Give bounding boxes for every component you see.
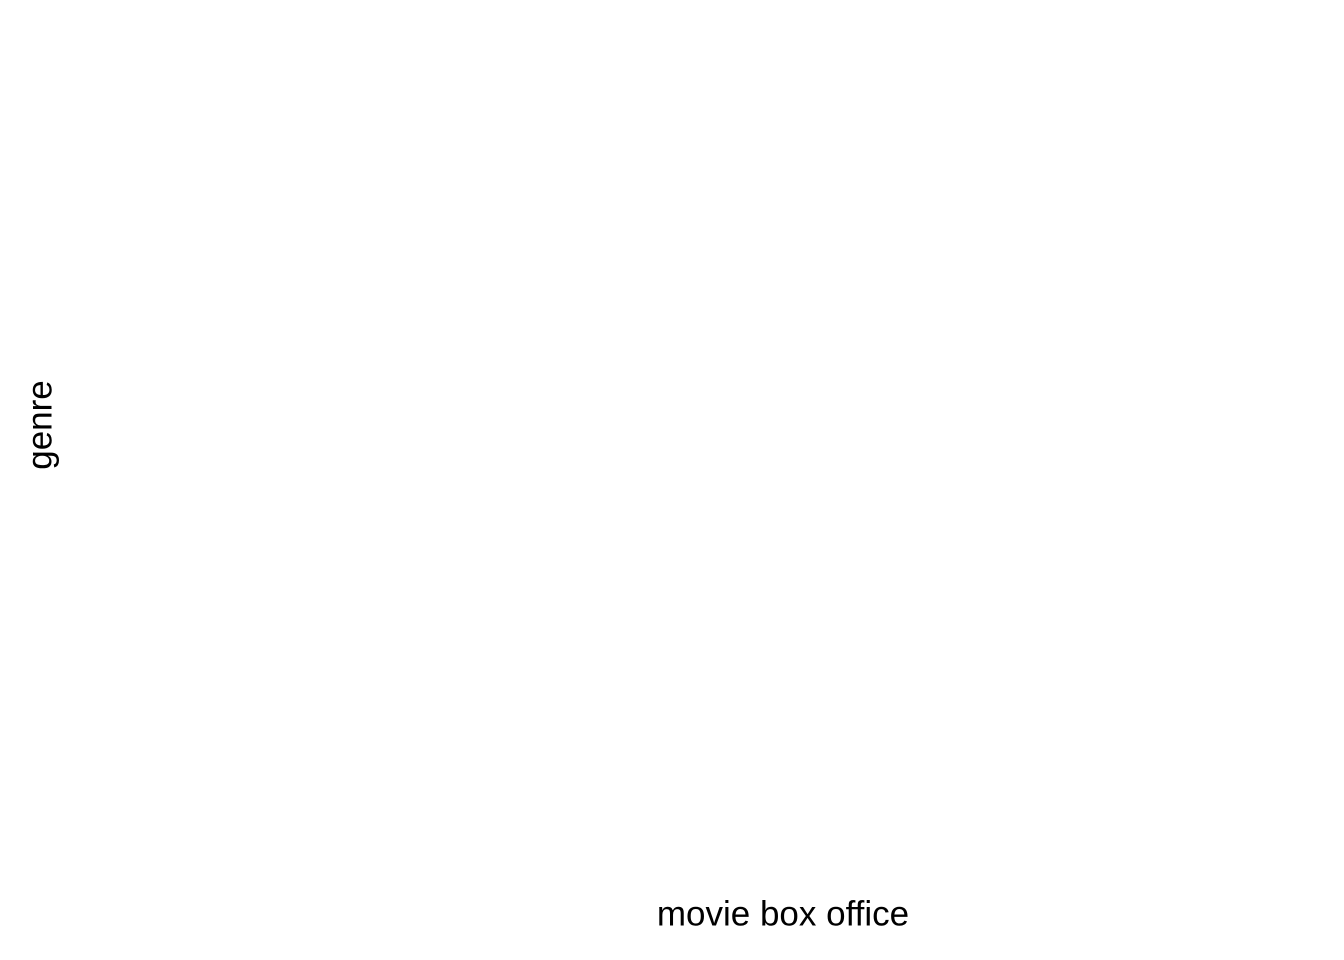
y-axis-title: genre xyxy=(20,380,59,470)
x-axis-title: movie box office xyxy=(657,894,909,933)
